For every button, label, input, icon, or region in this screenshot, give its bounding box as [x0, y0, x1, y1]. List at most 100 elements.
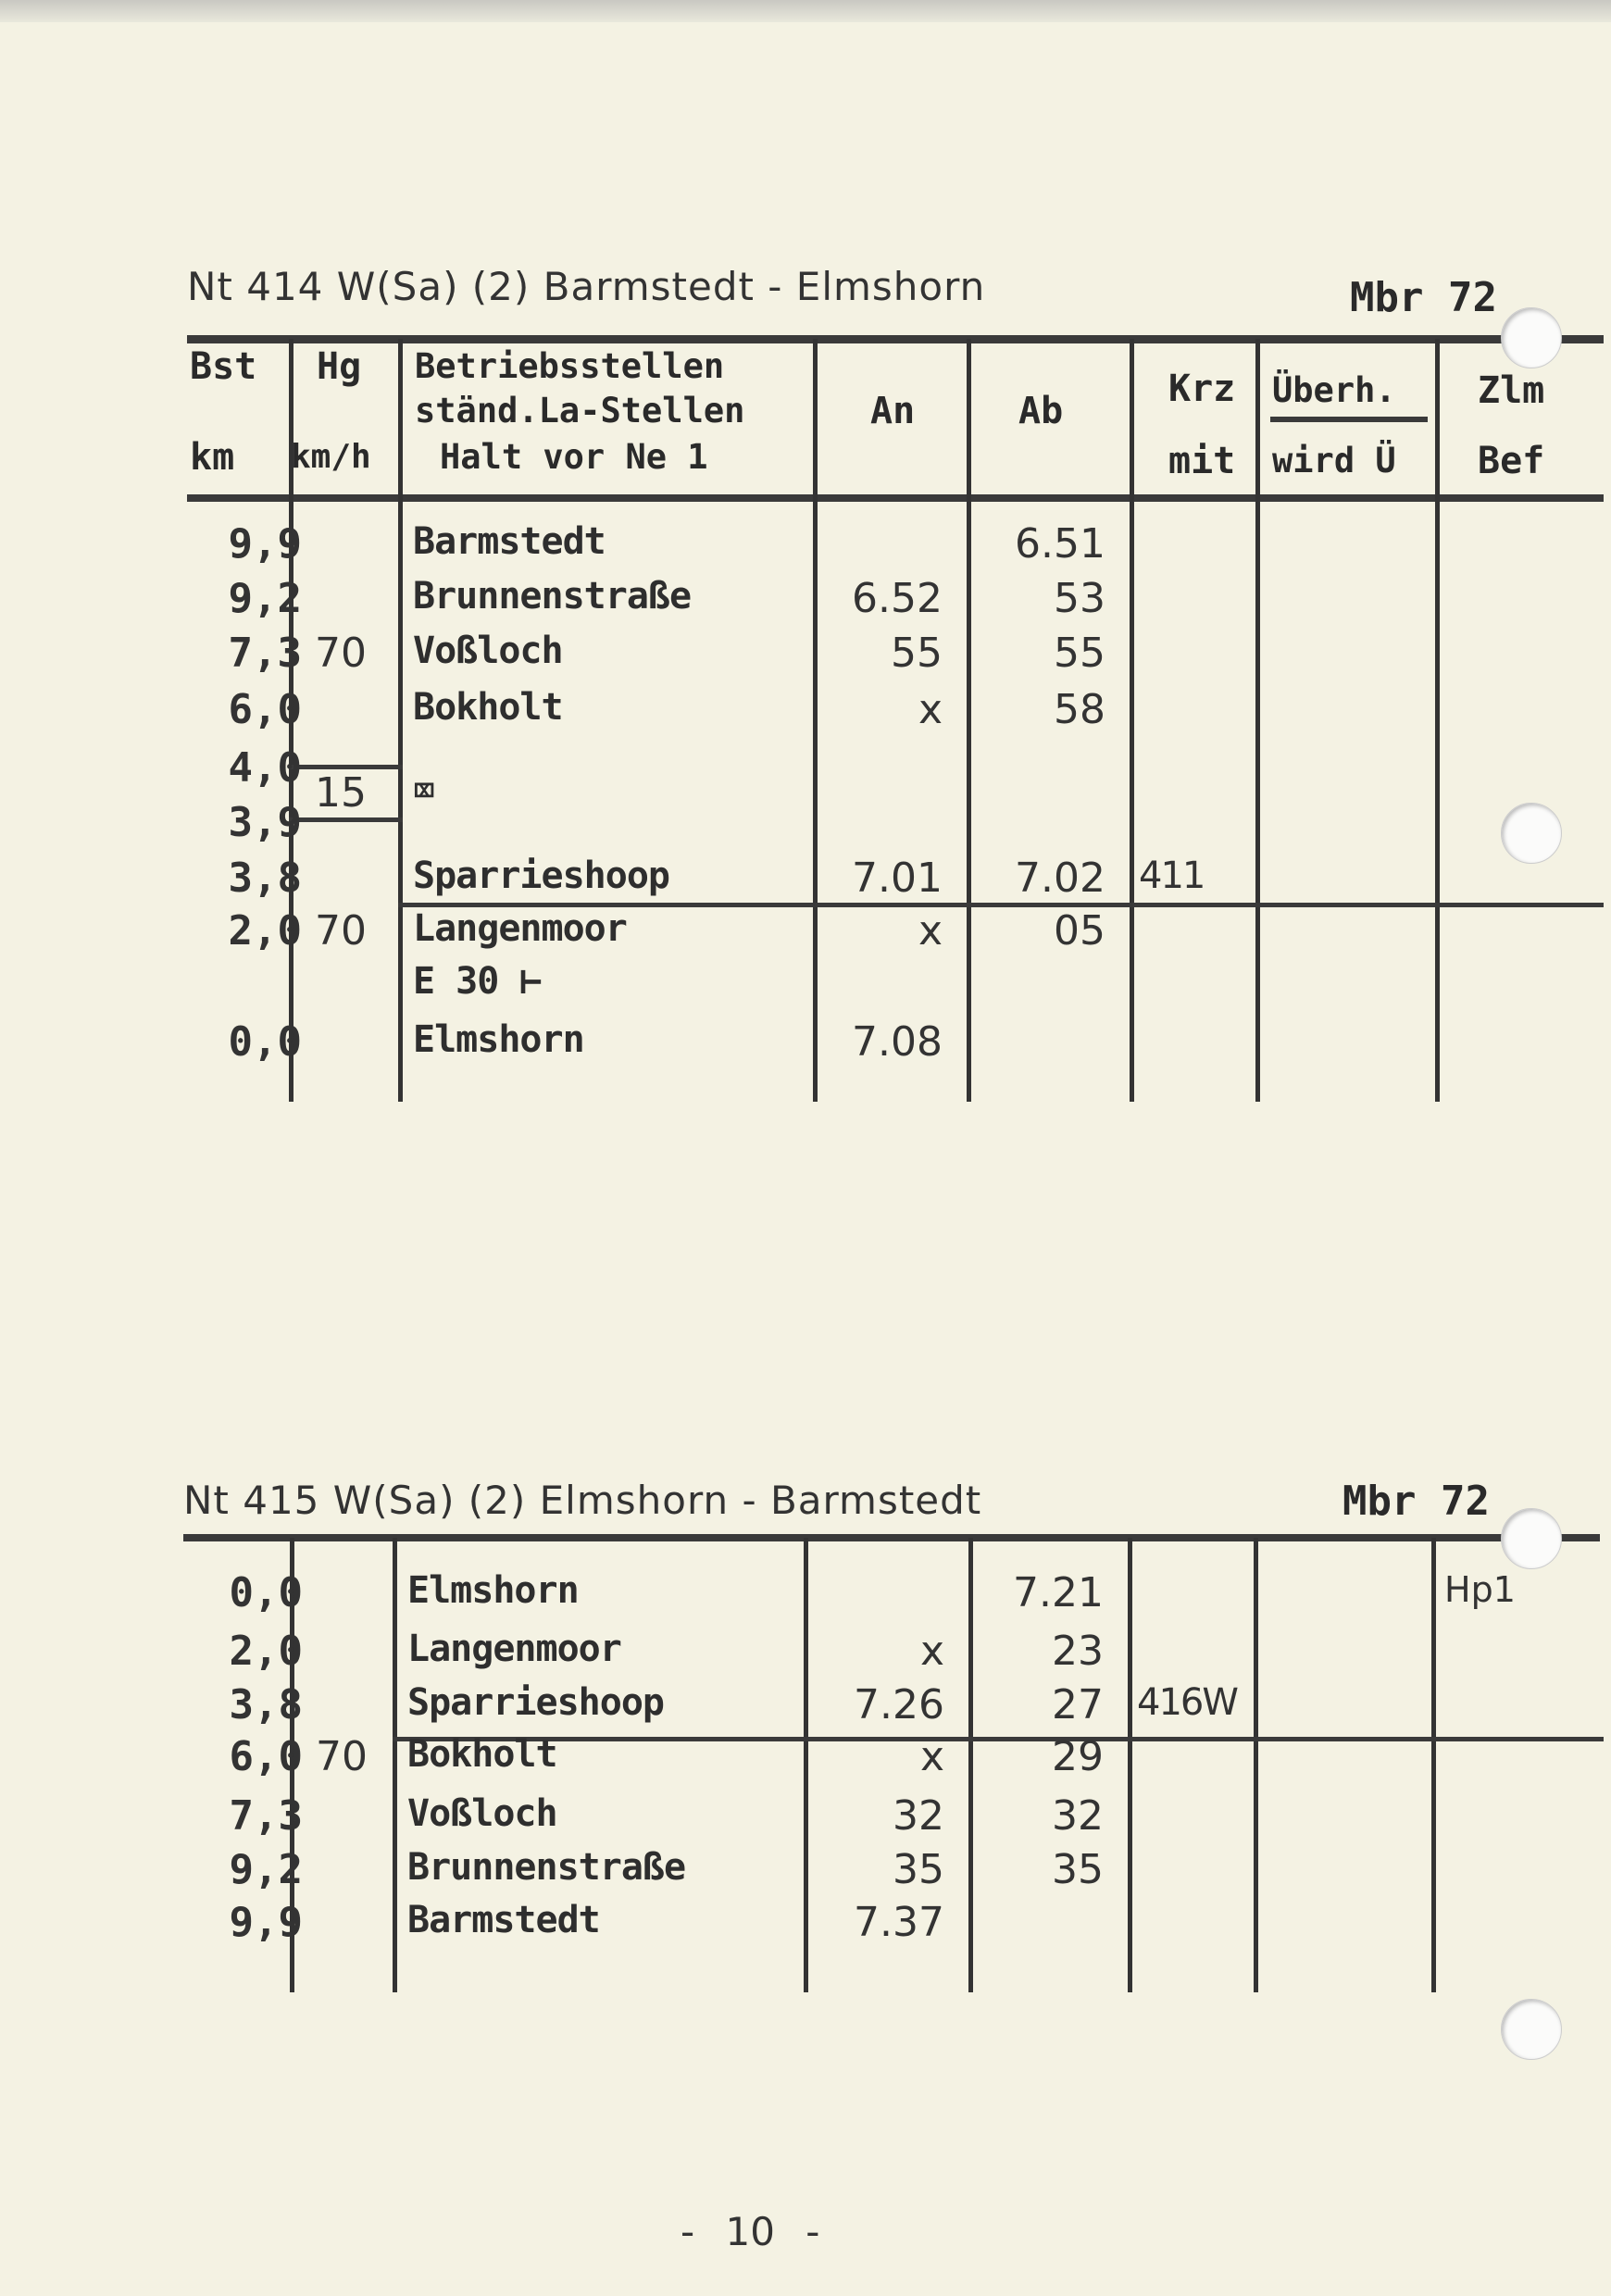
header-betriebsstellen: Betriebsstellen [415, 346, 725, 386]
timetable-1-title: Nt 414 W(Sa) (2) Barmstedt - Elmshorn [187, 264, 986, 309]
departure-time: 05 [1054, 907, 1105, 955]
station-name: Sparrieshoop [413, 855, 670, 897]
signal-note: Hp1 [1444, 1569, 1516, 1610]
arrival-time: 7.26 [854, 1681, 944, 1728]
station-name: Brunnenstraße [407, 1846, 686, 1889]
km-value: 4,0 [228, 744, 302, 792]
arrival-time: x [918, 907, 943, 955]
speed-value: 70 [315, 907, 367, 955]
section-rule [398, 903, 1604, 907]
departure-time: 7.02 [1015, 855, 1105, 902]
column-rule [290, 1538, 294, 1992]
column-rule [398, 339, 403, 1102]
departure-time: 7.21 [1013, 1569, 1104, 1616]
column-rule [1254, 1538, 1258, 1992]
departure-time: 55 [1054, 630, 1105, 677]
departure-time: 23 [1052, 1628, 1104, 1675]
header-uberh: Überh. [1272, 370, 1396, 410]
station-name: E 30 ⊢ [413, 960, 542, 1003]
column-rule [1431, 1538, 1436, 1992]
header-krz: Krz [1168, 368, 1236, 410]
scan-edge [0, 0, 1611, 22]
station-name: Barmstedt [407, 1899, 601, 1941]
arrival-time: x [918, 686, 943, 733]
station-name: Elmshorn [413, 1018, 585, 1061]
departure-time: 32 [1052, 1792, 1104, 1840]
arrival-time: 7.01 [852, 855, 943, 902]
punch-hole [1501, 1999, 1562, 2060]
arrival-time: 55 [891, 630, 943, 677]
arrival-time: 7.08 [852, 1018, 943, 1066]
header-an: An [870, 390, 916, 432]
timetable-2-title: Nt 415 W(Sa) (2) Elmshorn - Barmstedt [183, 1478, 982, 1523]
header-hg: Hg [317, 345, 362, 388]
section-rule [393, 1737, 1604, 1741]
header-zlm: Zlm [1478, 369, 1545, 412]
header-mit: mit [1168, 440, 1236, 482]
punch-hole [1501, 803, 1562, 864]
km-value: 6,0 [229, 1733, 303, 1780]
arrival-time: 35 [893, 1846, 944, 1893]
station-name: Langenmoor [413, 907, 628, 950]
speed-value: 15 [315, 769, 367, 817]
station-name: Bokholt [407, 1733, 558, 1776]
table-1-header-rule [187, 494, 1604, 502]
column-rule [1130, 339, 1134, 1102]
header-wird-u: wird Ü [1272, 441, 1396, 480]
speed-box-top [289, 765, 403, 769]
arrival-time: x [919, 1628, 944, 1675]
departure-time: 6.51 [1015, 520, 1105, 568]
station-name: Brunnenstraße [413, 575, 692, 618]
crossing-train: 416W [1137, 1681, 1239, 1724]
speed-value: 70 [316, 1733, 368, 1780]
column-rule [1128, 1538, 1132, 1992]
station-name: Voßloch [413, 630, 564, 672]
km-value: 9,9 [229, 1899, 303, 1946]
header-km: km [190, 436, 235, 479]
station-name: Bokholt [413, 686, 564, 729]
header-bst: Bst [190, 345, 257, 388]
arrival-time: 32 [893, 1792, 944, 1840]
header-la-stellen: ständ.La-Stellen [415, 391, 745, 430]
column-rule [393, 1538, 397, 1992]
departure-time: 53 [1054, 575, 1105, 622]
arrival-time: 6.52 [852, 575, 943, 622]
station-name: Barmstedt [413, 520, 606, 563]
table-1-top-rule [187, 335, 1604, 343]
departure-time: 29 [1052, 1733, 1104, 1780]
km-value: 6,0 [228, 686, 302, 733]
timetable-1-validity: Mbr 72 [1350, 274, 1497, 321]
punch-hole [1501, 1508, 1562, 1569]
km-value: 2,0 [229, 1628, 303, 1675]
table-2-top-rule [183, 1534, 1600, 1541]
km-value: 3,8 [229, 1681, 303, 1728]
column-rule [289, 339, 293, 1102]
column-rule [967, 339, 971, 1102]
header-kmh: km/h [291, 438, 371, 476]
column-rule [968, 1538, 973, 1992]
km-value: 9,2 [228, 575, 302, 622]
column-rule [813, 339, 818, 1102]
column-rule [804, 1538, 808, 1992]
column-rule [1435, 339, 1440, 1102]
punch-hole [1501, 307, 1562, 368]
station-name: ⌧ [413, 769, 435, 812]
column-rule [1255, 339, 1260, 1102]
km-value: 7,3 [229, 1792, 303, 1840]
page-number: - 10 - [681, 2209, 820, 2254]
km-value: 9,9 [228, 520, 302, 568]
speed-box-bottom [289, 817, 403, 822]
crossing-train: 411 [1139, 855, 1205, 897]
departure-time: 58 [1054, 686, 1105, 733]
station-name: Voßloch [407, 1792, 558, 1835]
header-bef: Bef [1478, 440, 1545, 482]
speed-value: 70 [315, 630, 367, 677]
arrival-time: x [919, 1733, 944, 1780]
km-value: 3,9 [228, 799, 302, 846]
station-name: Langenmoor [407, 1628, 622, 1670]
header-uberh-rule [1270, 417, 1428, 422]
km-value: 0,0 [229, 1569, 303, 1616]
km-value: 3,8 [228, 855, 302, 902]
km-value: 7,3 [228, 630, 302, 677]
km-value: 9,2 [229, 1846, 303, 1893]
